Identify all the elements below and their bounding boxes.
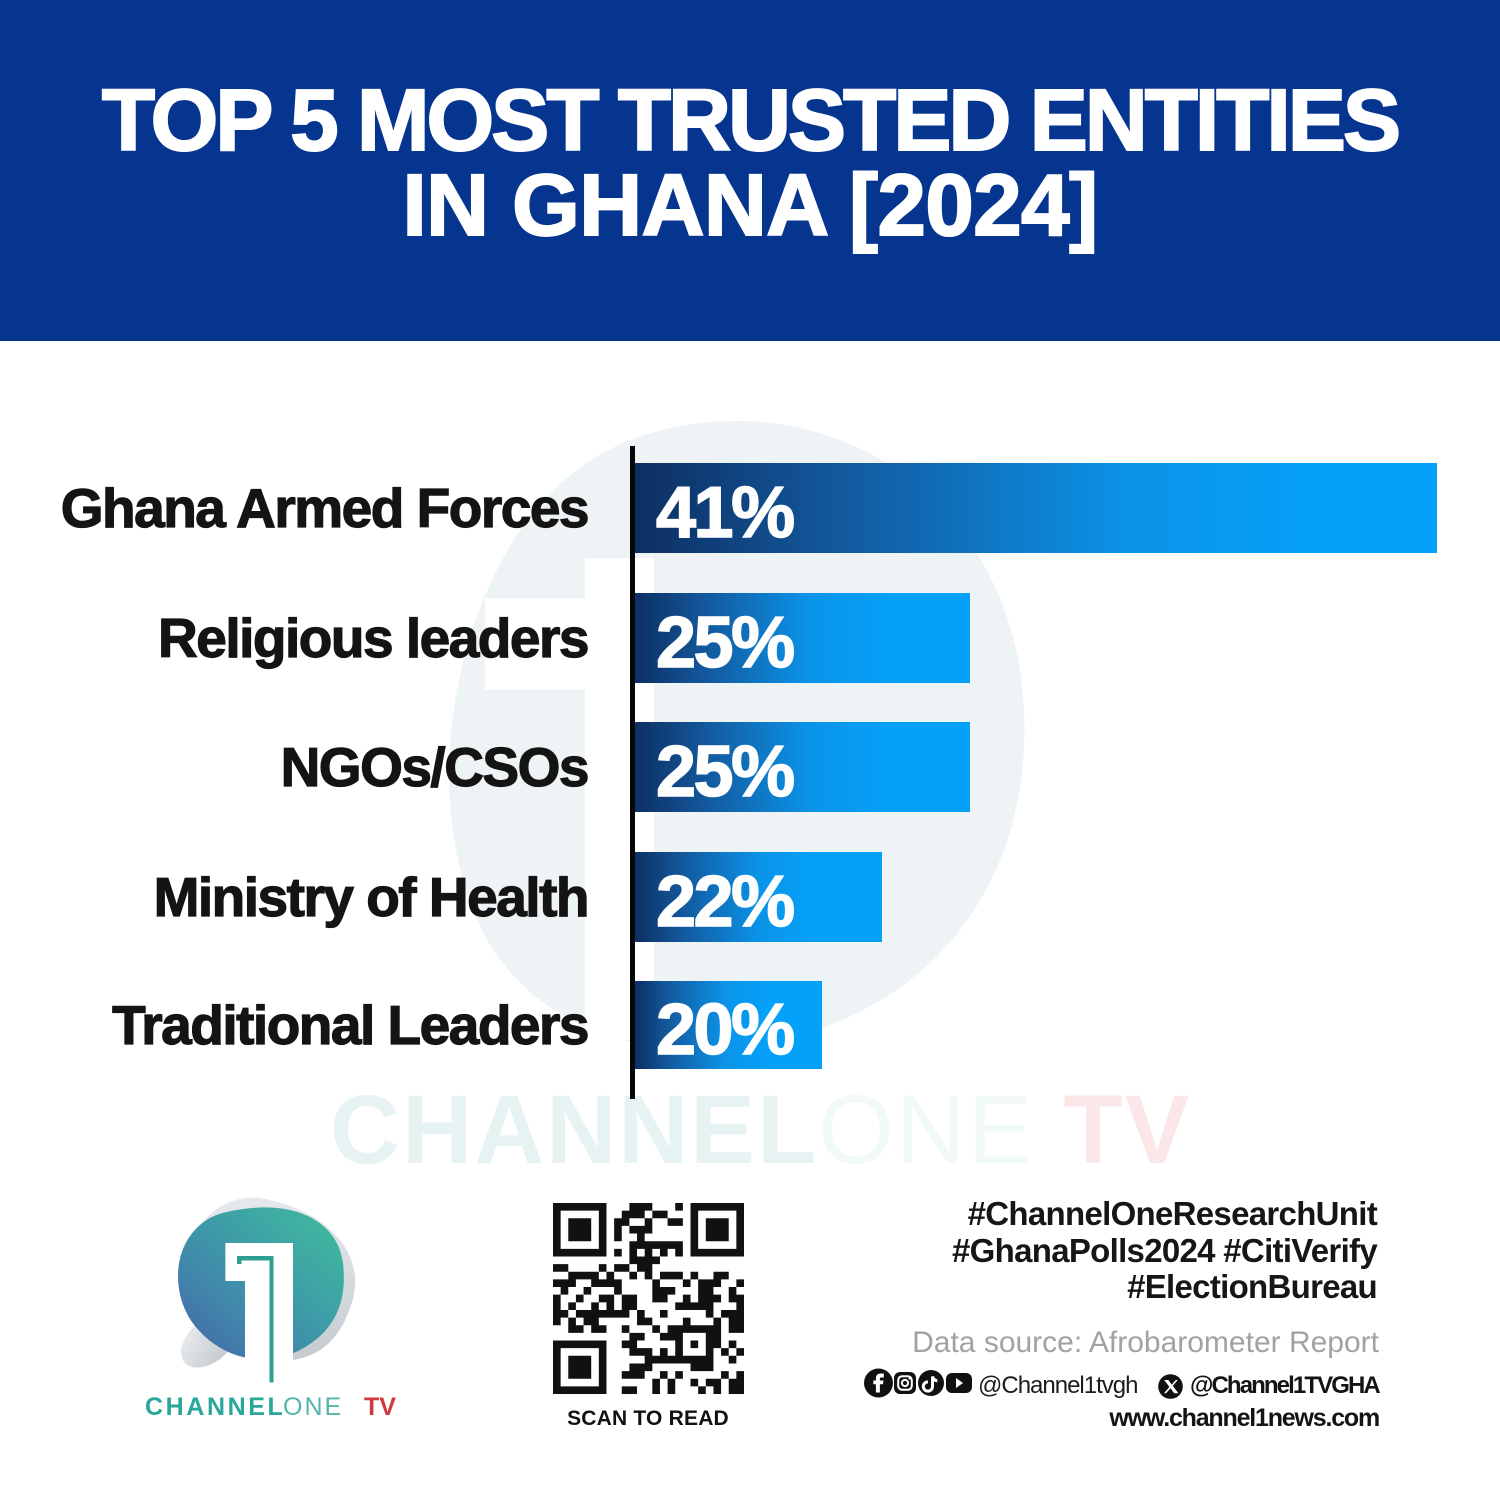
svg-text:TV: TV [364,1393,396,1421]
svg-text:CHANNEL: CHANNEL [145,1393,285,1421]
svg-text:ONE: ONE [283,1393,343,1421]
